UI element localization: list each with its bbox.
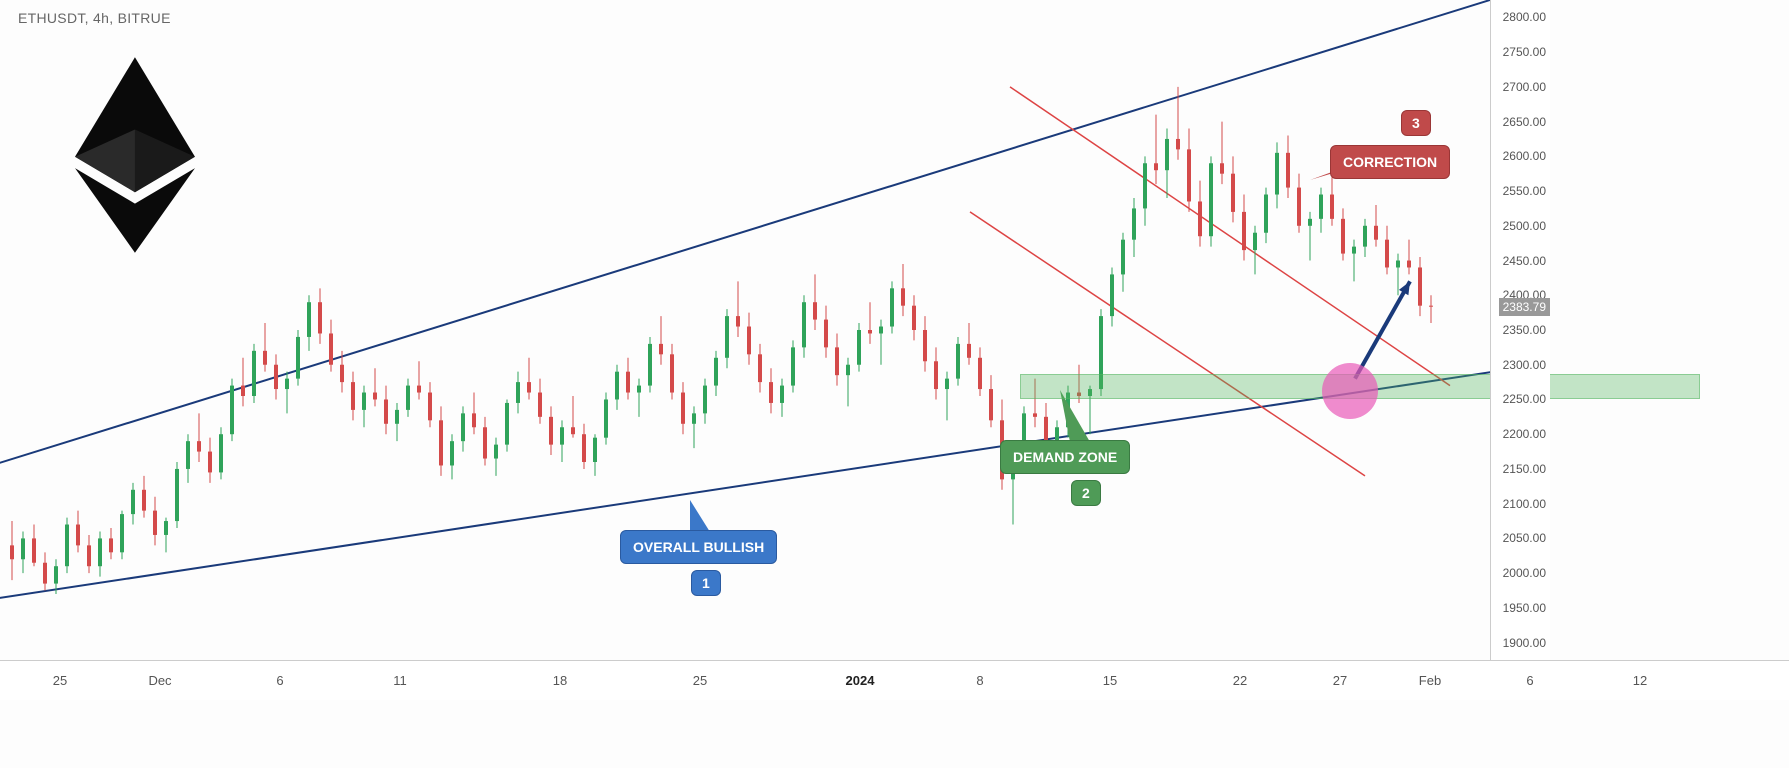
y-tick: 2100.00 xyxy=(1503,497,1546,511)
x-tick: Feb xyxy=(1419,673,1441,688)
x-tick: 22 xyxy=(1233,673,1247,688)
x-tick: 12 xyxy=(1633,673,1647,688)
y-tick: 2750.00 xyxy=(1503,45,1546,59)
x-tick: 18 xyxy=(553,673,567,688)
callout-num-3: 3 xyxy=(1401,110,1431,136)
x-tick: 25 xyxy=(693,673,707,688)
callout-num-1: 1 xyxy=(691,570,721,596)
y-tick: 2000.00 xyxy=(1503,566,1546,580)
current-price-marker: 2383.79 xyxy=(1499,298,1550,316)
y-tick: 2250.00 xyxy=(1503,392,1546,406)
callout-correction: CORRECTION xyxy=(1330,145,1450,179)
y-tick: 2500.00 xyxy=(1503,219,1546,233)
y-tick: 1900.00 xyxy=(1503,636,1546,650)
x-tick: 11 xyxy=(393,673,407,688)
ticker-label: ETHUSDT, 4h, BITRUE xyxy=(18,10,171,26)
chart-area[interactable]: ETHUSDT, 4h, BITRUE OVERALL BULLISH 1 DE… xyxy=(0,0,1490,660)
x-axis: 25 Dec 6 11 18 25 2024 8 15 22 27 Feb 6 12 xyxy=(0,660,1789,700)
y-axis: 1900.00 1950.00 2000.00 2050.00 2100.00 2150.… xyxy=(1490,0,1550,660)
target-highlight-dot xyxy=(1322,363,1378,419)
x-tick: 6 xyxy=(1526,673,1533,688)
y-tick: 2150.00 xyxy=(1503,462,1546,476)
x-tick: 25 xyxy=(53,673,67,688)
callout-demand-zone: DEMAND ZONE xyxy=(1000,440,1130,474)
x-tick: Dec xyxy=(148,673,171,688)
y-tick: 2450.00 xyxy=(1503,254,1546,268)
callout-overall-bullish: OVERALL BULLISH xyxy=(620,530,777,564)
x-tick: 8 xyxy=(976,673,983,688)
y-tick: 2700.00 xyxy=(1503,80,1546,94)
y-tick: 2650.00 xyxy=(1503,115,1546,129)
x-tick: 27 xyxy=(1333,673,1347,688)
y-tick: 2300.00 xyxy=(1503,358,1546,372)
y-tick: 2350.00 xyxy=(1503,323,1546,337)
y-tick: 2600.00 xyxy=(1503,149,1546,163)
x-tick: 6 xyxy=(276,673,283,688)
y-tick: 2050.00 xyxy=(1503,531,1546,545)
ethereum-logo-icon xyxy=(75,55,195,255)
y-tick: 2550.00 xyxy=(1503,184,1546,198)
y-tick: 2200.00 xyxy=(1503,427,1546,441)
callout-num-2: 2 xyxy=(1071,480,1101,506)
x-tick: 15 xyxy=(1103,673,1117,688)
x-tick: 2024 xyxy=(846,673,875,688)
y-tick: 2800.00 xyxy=(1503,10,1546,24)
y-tick: 1950.00 xyxy=(1503,601,1546,615)
